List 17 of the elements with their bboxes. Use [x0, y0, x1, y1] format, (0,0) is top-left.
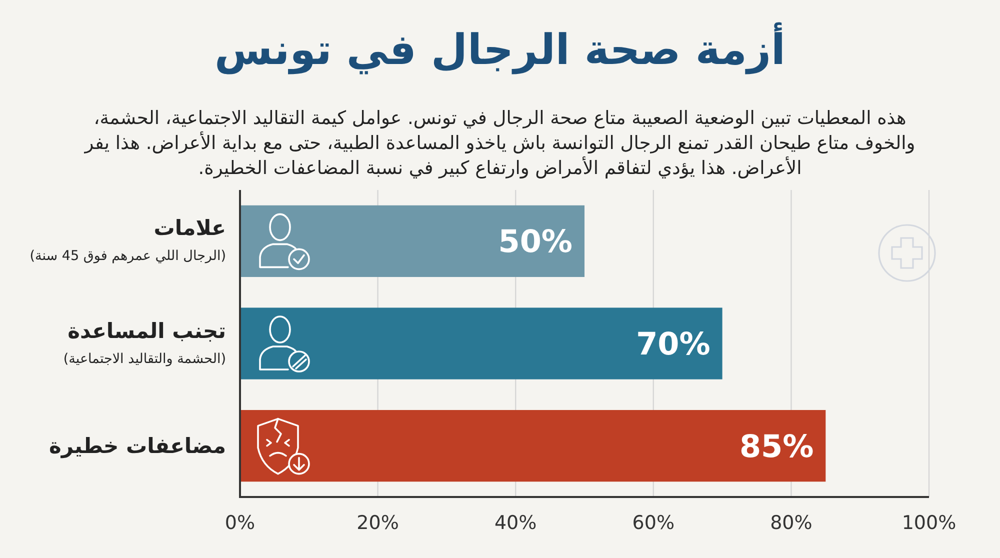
x-tick-label: 100% — [902, 512, 956, 534]
x-tick-label: 40% — [494, 512, 537, 534]
y-tick-label: مضاعفات خطيرة — [48, 432, 226, 460]
bar — [240, 308, 722, 380]
x-tick-label: 0% — [224, 512, 256, 534]
data-label: 85% — [739, 428, 814, 465]
y-tick-label: تجنب المساعدة (الحشمة والتقاليد الاجتماعية) — [62, 318, 226, 368]
x-tick-label: 60% — [632, 512, 675, 534]
y-tick-label: علامات (الرجال اللي عمرهم فوق 45 سنة) — [28, 215, 226, 266]
chart-title: أزمة صحة الرجال في تونس — [214, 22, 786, 76]
data-label: 70% — [636, 326, 710, 362]
x-tick-label: 20% — [356, 512, 399, 534]
x-tick-label: 80% — [770, 512, 812, 534]
bar — [240, 205, 584, 277]
chart-subtitle: هذه المعطيات تبين الوضعية الصعيبة متاع صحة الرجال في تونس. عوامل كيمة التقاليد الاجتماعية، الحشمة، والخوف متاع طيحان القدر تمنع الرجال التوانسة باش ياخذو المساعدة الطبية، حتى مع بداية الأعراض. هذا يفر الأعراض. هذا يؤدي لتفاقم الأمراض وارتفاع كبير في نسبة المضاعفات الخطيرة. — [83, 107, 916, 181]
data-label: 50% — [498, 224, 572, 260]
bar — [240, 410, 826, 482]
